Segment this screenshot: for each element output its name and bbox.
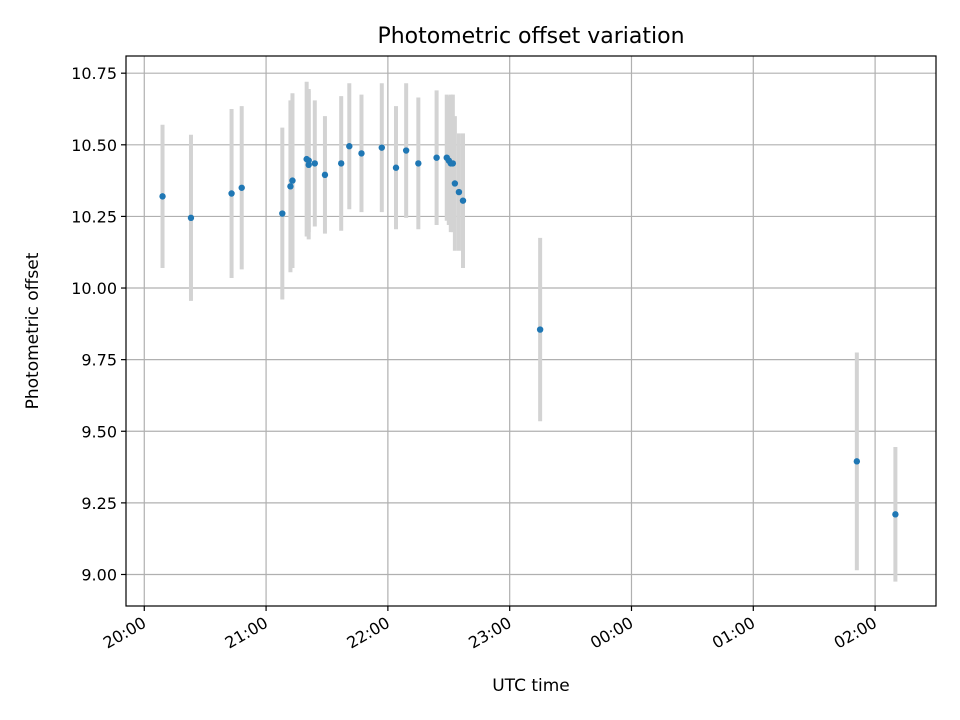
y-axis: 9.00 9.25 9.50 9.75 10.00 10.25 10.50 10.75 [71, 64, 126, 584]
data-point [305, 157, 312, 164]
data-point [187, 214, 195, 222]
data-point [433, 154, 440, 161]
data-point [358, 150, 365, 157]
data-point [321, 171, 329, 179]
y-tick-label: 9.25 [81, 494, 117, 513]
data-point [459, 197, 467, 204]
x-axis-label: UTC time [492, 676, 570, 696]
data-point [228, 190, 235, 197]
y-tick-label: 9.00 [81, 565, 117, 584]
data-point [378, 144, 385, 151]
y-axis-label: Photometric offset [23, 252, 43, 409]
grid [126, 56, 936, 606]
data-point [238, 184, 245, 191]
y-tick-label: 10.25 [71, 207, 117, 226]
data-point [337, 160, 345, 167]
y-tick-label: 10.00 [71, 279, 117, 298]
data-point [853, 458, 861, 465]
data-point [455, 188, 463, 196]
data-point [415, 160, 422, 167]
data-point [892, 511, 899, 518]
chart-title: Photometric offset variation [377, 24, 684, 49]
data-point [287, 183, 294, 190]
data-point [159, 193, 166, 200]
data-point [536, 326, 544, 333]
data-point [449, 160, 457, 167]
data-point [392, 164, 400, 171]
data-point [346, 143, 353, 150]
data-point [402, 147, 410, 154]
data-point [289, 177, 296, 184]
y-tick-label: 10.75 [71, 64, 117, 83]
y-tick-label: 9.75 [81, 351, 117, 370]
data-point [311, 160, 318, 167]
data-point [279, 210, 286, 217]
data-points [159, 143, 899, 518]
y-tick-label: 9.50 [81, 422, 117, 441]
plot-area-frame [125, 55, 937, 607]
data-point [451, 180, 459, 187]
y-tick-label: 10.50 [71, 136, 117, 155]
